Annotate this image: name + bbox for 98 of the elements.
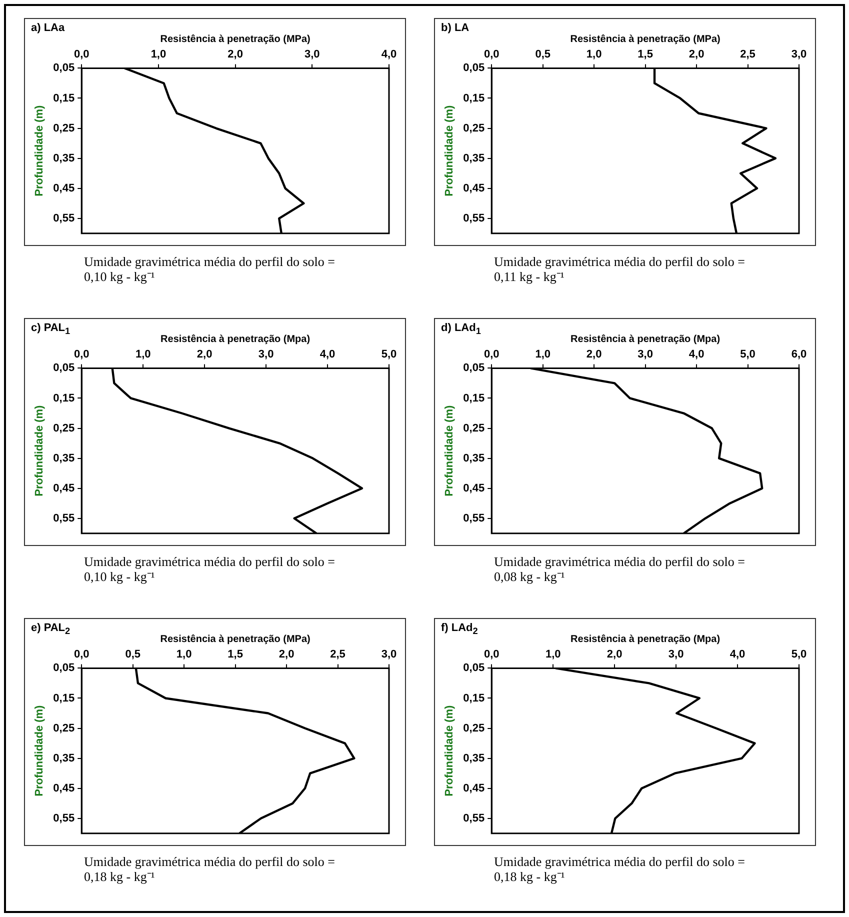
y-tick-label: 0,45 <box>53 182 75 194</box>
x-tick-label: 2,0 <box>586 348 602 361</box>
y-tick-label: 0,55 <box>53 512 75 524</box>
x-tick-label: 3,0 <box>381 648 397 661</box>
y-tick-label: 0,05 <box>463 362 485 374</box>
x-axis-title: Resistência à penetração (MPa) <box>160 34 310 45</box>
y-tick-label: 0,55 <box>463 812 485 824</box>
text: Umidade gravimétrica média do perfil do solo = 0,18 kg - kg⁻¹ <box>494 854 746 884</box>
y-tick-label: 0,05 <box>53 62 75 74</box>
x-axis-title: Resistência à penetração (MPa) <box>570 34 720 45</box>
x-tick-label: 1,0 <box>545 648 561 661</box>
text: Umidade gravimétrica média do perfil do solo = 0,11 kg - kg⁻¹ <box>494 254 746 284</box>
y-tick-label: 0,35 <box>53 152 75 164</box>
x-tick-label: 3,0 <box>304 48 320 61</box>
y-tick-label: 0,55 <box>53 212 75 224</box>
y-tick-label: 0,25 <box>53 722 75 734</box>
x-tick-label: 1,0 <box>176 648 192 661</box>
y-tick-label: 0,55 <box>463 512 485 524</box>
x-tick-label: 0,0 <box>74 648 90 661</box>
y-tick-label: 0,25 <box>463 722 485 734</box>
x-tick-label: 2,0 <box>196 348 212 361</box>
chart-title: e) PAL$_{2}$ <box>31 622 70 636</box>
y-tick-label: 0,05 <box>463 62 485 74</box>
y-tick-label: 0,05 <box>53 662 75 674</box>
x-tick-label: 1,0 <box>135 348 151 361</box>
y-tick-label: 0,45 <box>463 482 485 494</box>
x-tick-label: 1,5 <box>638 48 653 61</box>
x-axis-title: Resistência à penetração (MPa) <box>160 634 310 645</box>
chart-title: f) LAd$_{2}$ <box>441 622 478 636</box>
x-tick-label: 4,0 <box>320 348 336 361</box>
y-tick-label: 0,15 <box>463 392 485 404</box>
x-tick-label: 1,5 <box>228 648 243 661</box>
x-tick-label: 4,0 <box>730 648 746 661</box>
y-tick-label: 0,25 <box>463 122 485 134</box>
x-tick-label: 2,0 <box>606 648 622 661</box>
y-tick-label: 0,35 <box>53 752 75 764</box>
x-tick-label: 5,0 <box>381 348 397 361</box>
y-tick-label: 0,35 <box>463 452 485 464</box>
y-tick-label: 0,05 <box>463 662 485 674</box>
y-axis-title: Profundidade (m) <box>34 404 46 496</box>
y-axis-title: Profundidade (m) <box>444 404 456 496</box>
x-tick-label: 2,0 <box>228 48 243 61</box>
x-tick-label: 5,0 <box>740 348 756 361</box>
y-tick-label: 0,35 <box>463 752 485 764</box>
y-tick-label: 0,35 <box>53 452 75 464</box>
y-tick-label: 0,25 <box>53 122 75 134</box>
x-axis-title: Resistência à penetração (Mpa) <box>570 634 720 645</box>
text: Umidade gravimétrica média do perfil do solo = 0,10 kg - kg⁻¹ <box>84 554 336 584</box>
x-tick-label: 0,0 <box>74 348 90 361</box>
x-tick-label: 3,0 <box>668 648 684 661</box>
x-tick-label: 1,0 <box>586 48 602 61</box>
x-tick-label: 0,5 <box>535 48 550 61</box>
y-tick-label: 0,35 <box>463 152 485 164</box>
x-tick-label: 1,0 <box>150 48 166 61</box>
y-tick-label: 0,15 <box>463 692 485 704</box>
chart-title: b) LA <box>441 22 470 34</box>
y-tick-label: 0,15 <box>463 92 485 104</box>
chart-title: a) LAa <box>31 22 65 34</box>
x-tick-label: 2,0 <box>278 648 294 661</box>
text: Umidade gravimétrica média do perfil do solo = 0,10 kg - kg⁻¹ <box>84 254 336 284</box>
y-tick-label: 0,55 <box>53 812 75 824</box>
y-tick-label: 0,25 <box>463 422 485 434</box>
y-tick-label: 0,25 <box>53 422 75 434</box>
x-tick-label: 2,0 <box>688 48 704 61</box>
text: Umidade gravimétrica média do perfil do solo = 0,08 kg - kg⁻¹ <box>494 554 746 584</box>
y-tick-label: 0,05 <box>53 362 75 374</box>
text: Umidade gravimétrica média do perfil do solo = 0,18 kg - kg⁻¹ <box>84 854 336 884</box>
x-tick-label: 0,5 <box>125 648 140 661</box>
y-axis-title: Profundidade (m) <box>34 104 46 196</box>
y-tick-label: 0,15 <box>53 692 75 704</box>
x-axis-title: Resistência à penetração (Mpa) <box>570 334 720 345</box>
y-axis-title: Profundidade (m) <box>444 704 456 796</box>
y-tick-label: 0,45 <box>463 182 485 194</box>
chart-title: c) PAL$_{1}$ <box>31 322 70 336</box>
x-tick-label: 0,0 <box>484 48 500 61</box>
x-tick-label: 1,0 <box>535 348 550 361</box>
y-tick-label: 0,45 <box>53 482 75 494</box>
x-tick-label: 3,0 <box>791 48 807 61</box>
x-tick-label: 2,5 <box>330 648 346 661</box>
x-tick-label: 2,5 <box>740 48 756 61</box>
y-tick-label: 0,15 <box>53 392 75 404</box>
x-tick-label: 6,0 <box>791 348 807 361</box>
y-tick-label: 0,45 <box>53 782 75 794</box>
x-tick-label: 3,0 <box>638 348 653 361</box>
x-tick-label: 5,0 <box>791 648 807 661</box>
chart-title: d) LAd$_{1}$ <box>441 322 481 336</box>
x-tick-label: 3,0 <box>258 348 274 361</box>
y-axis-title: Profundidade (m) <box>34 704 46 796</box>
x-axis-title: Resistência à penetração (Mpa) <box>160 334 310 345</box>
y-tick-label: 0,45 <box>463 782 485 794</box>
x-tick-label: 4,0 <box>688 348 704 361</box>
y-tick-label: 0,15 <box>53 92 75 104</box>
y-tick-label: 0,55 <box>463 212 485 224</box>
y-axis-title: Profundidade (m) <box>444 104 456 196</box>
x-tick-label: 0,0 <box>74 48 90 61</box>
x-tick-label: 0,0 <box>484 348 500 361</box>
x-tick-label: 0,0 <box>484 648 500 661</box>
x-tick-label: 4,0 <box>381 48 397 61</box>
